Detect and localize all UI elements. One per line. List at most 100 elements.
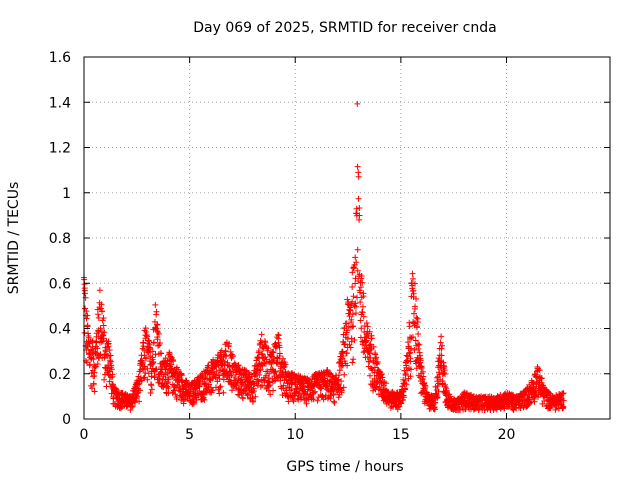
data-point <box>280 364 287 371</box>
axis-ticks <box>83 56 610 420</box>
data-point <box>319 393 326 400</box>
data-point <box>350 323 357 330</box>
data-point <box>272 377 279 384</box>
data-point <box>431 406 438 413</box>
data-point <box>360 313 367 320</box>
data-point <box>364 323 371 330</box>
data-point <box>83 359 90 366</box>
data-point <box>280 355 287 362</box>
data-point <box>144 376 151 383</box>
data-point <box>84 322 91 329</box>
data-point <box>366 328 373 335</box>
data-point <box>108 366 115 373</box>
data-point <box>100 314 107 321</box>
data-point <box>201 396 208 403</box>
data-point <box>254 354 261 361</box>
data-point <box>541 398 548 405</box>
data-point <box>245 391 252 398</box>
data-point <box>412 337 419 344</box>
data-point <box>438 345 445 352</box>
data-point <box>259 362 266 369</box>
data-point <box>97 325 104 332</box>
data-point <box>107 374 114 381</box>
data-point <box>560 404 567 411</box>
data-point <box>341 371 348 378</box>
data-point <box>350 293 357 300</box>
data-point <box>300 382 307 389</box>
data-point <box>162 366 169 373</box>
data-point <box>343 320 350 327</box>
data-point <box>415 345 422 352</box>
data-points <box>80 100 567 413</box>
x-axis-label: GPS time / hours <box>286 459 403 475</box>
data-point <box>323 386 330 393</box>
data-point <box>107 357 114 364</box>
data-point <box>260 355 267 362</box>
y-tick-label: 1.2 <box>49 141 71 157</box>
data-point <box>344 362 351 369</box>
data-point <box>147 390 154 397</box>
data-point <box>416 341 423 348</box>
data-point <box>180 396 187 403</box>
data-point <box>252 370 259 377</box>
y-tick-label: 1 <box>62 186 71 202</box>
data-point <box>434 394 441 401</box>
data-point <box>217 383 224 390</box>
x-tick-label: 15 <box>392 427 410 443</box>
data-point <box>422 384 429 391</box>
data-point <box>205 381 212 388</box>
data-point <box>402 371 409 378</box>
data-point <box>359 303 366 310</box>
data-point <box>91 388 98 395</box>
data-point <box>239 395 246 402</box>
data-point <box>146 345 153 352</box>
data-point <box>434 394 441 401</box>
data-point <box>276 350 283 357</box>
data-point <box>142 325 149 332</box>
chart-title: Day 069 of 2025, SRMTID for receiver cnd… <box>193 20 496 36</box>
data-point <box>411 347 418 354</box>
data-point <box>144 365 151 372</box>
data-point <box>330 398 337 405</box>
data-point <box>413 314 420 321</box>
data-point <box>310 389 317 396</box>
data-point <box>350 265 357 272</box>
data-point <box>132 399 139 406</box>
data-point <box>216 375 223 382</box>
data-point <box>340 384 347 391</box>
data-point <box>265 345 272 352</box>
data-point <box>268 353 275 360</box>
data-point <box>358 273 365 280</box>
data-point <box>338 378 345 385</box>
data-point <box>415 330 422 337</box>
data-point <box>331 399 338 406</box>
data-point <box>103 383 110 390</box>
data-point <box>534 394 541 401</box>
data-point <box>217 366 224 373</box>
data-point <box>443 387 450 394</box>
data-point <box>441 371 448 378</box>
data-point <box>407 373 414 380</box>
data-point <box>338 349 345 356</box>
data-point <box>271 369 278 376</box>
data-point <box>413 295 420 302</box>
data-point <box>222 358 229 365</box>
data-point <box>536 367 543 374</box>
data-point <box>327 370 334 377</box>
data-point <box>418 363 425 370</box>
data-point <box>140 375 147 382</box>
data-point <box>314 397 321 404</box>
data-point <box>108 362 115 369</box>
data-point <box>115 389 122 396</box>
data-point <box>330 391 337 398</box>
data-point <box>232 373 239 380</box>
data-point <box>243 368 250 375</box>
data-point <box>220 389 227 396</box>
y-tick-label: 1.4 <box>49 95 71 111</box>
data-point <box>89 385 96 392</box>
data-point <box>216 384 223 391</box>
data-point <box>357 317 364 324</box>
data-point <box>136 387 143 394</box>
data-point <box>258 331 265 338</box>
data-point <box>270 387 277 394</box>
